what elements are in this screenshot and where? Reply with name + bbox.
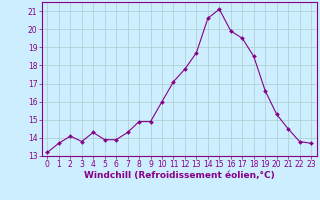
X-axis label: Windchill (Refroidissement éolien,°C): Windchill (Refroidissement éolien,°C) xyxy=(84,171,275,180)
